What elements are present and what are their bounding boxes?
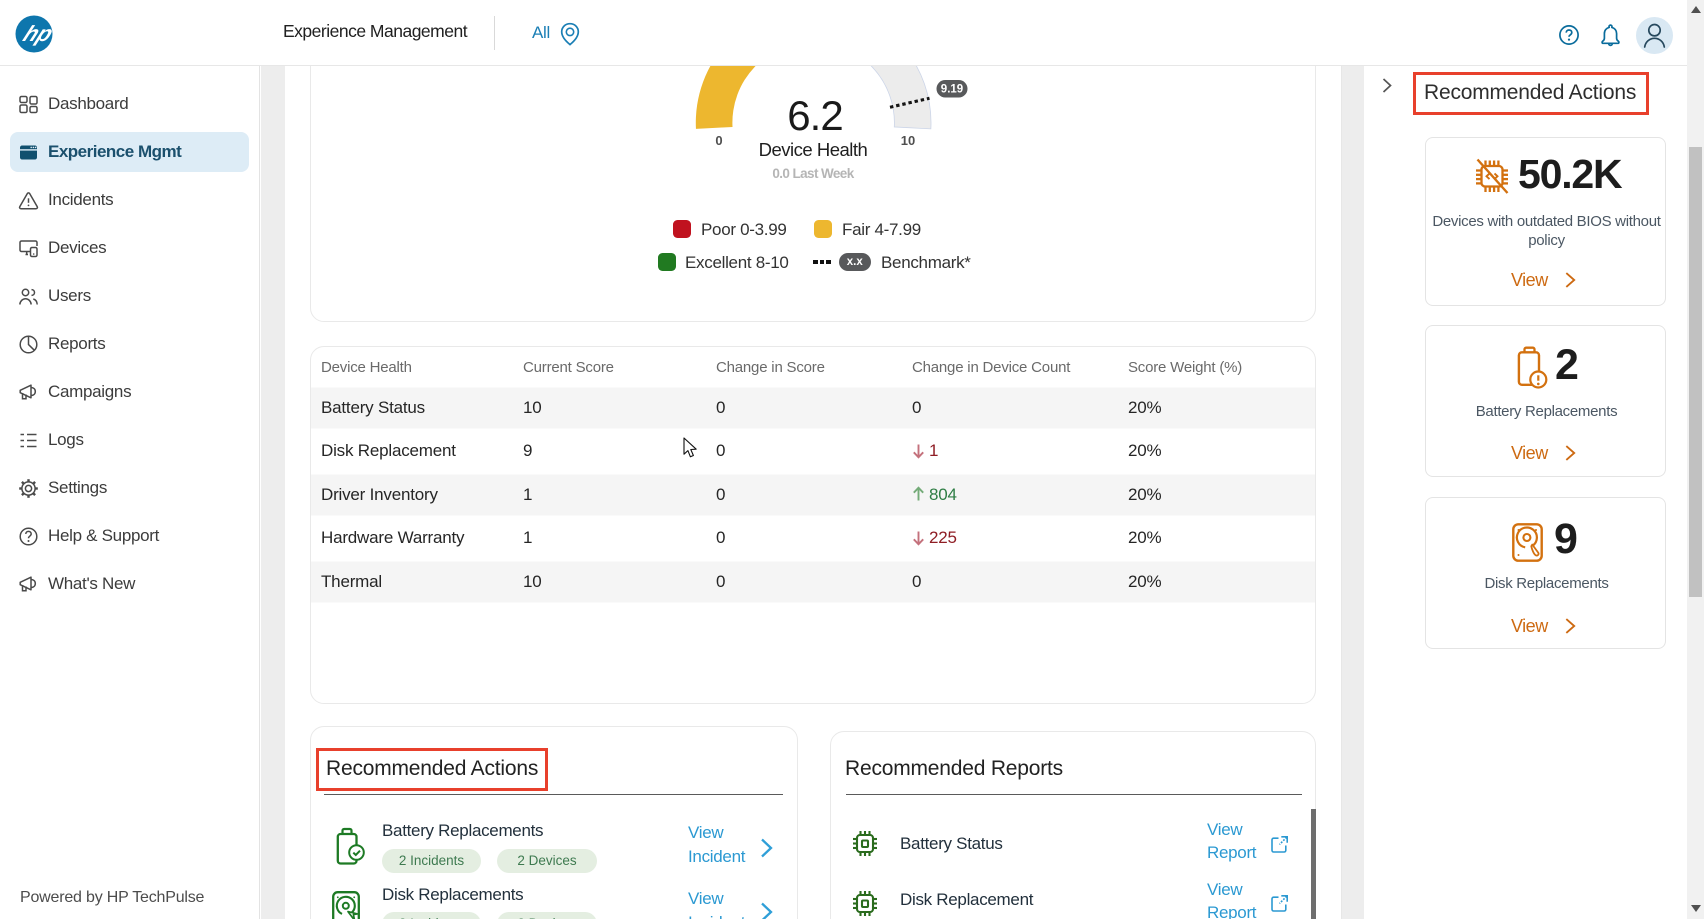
svg-text:9.19: 9.19 [941, 84, 963, 96]
